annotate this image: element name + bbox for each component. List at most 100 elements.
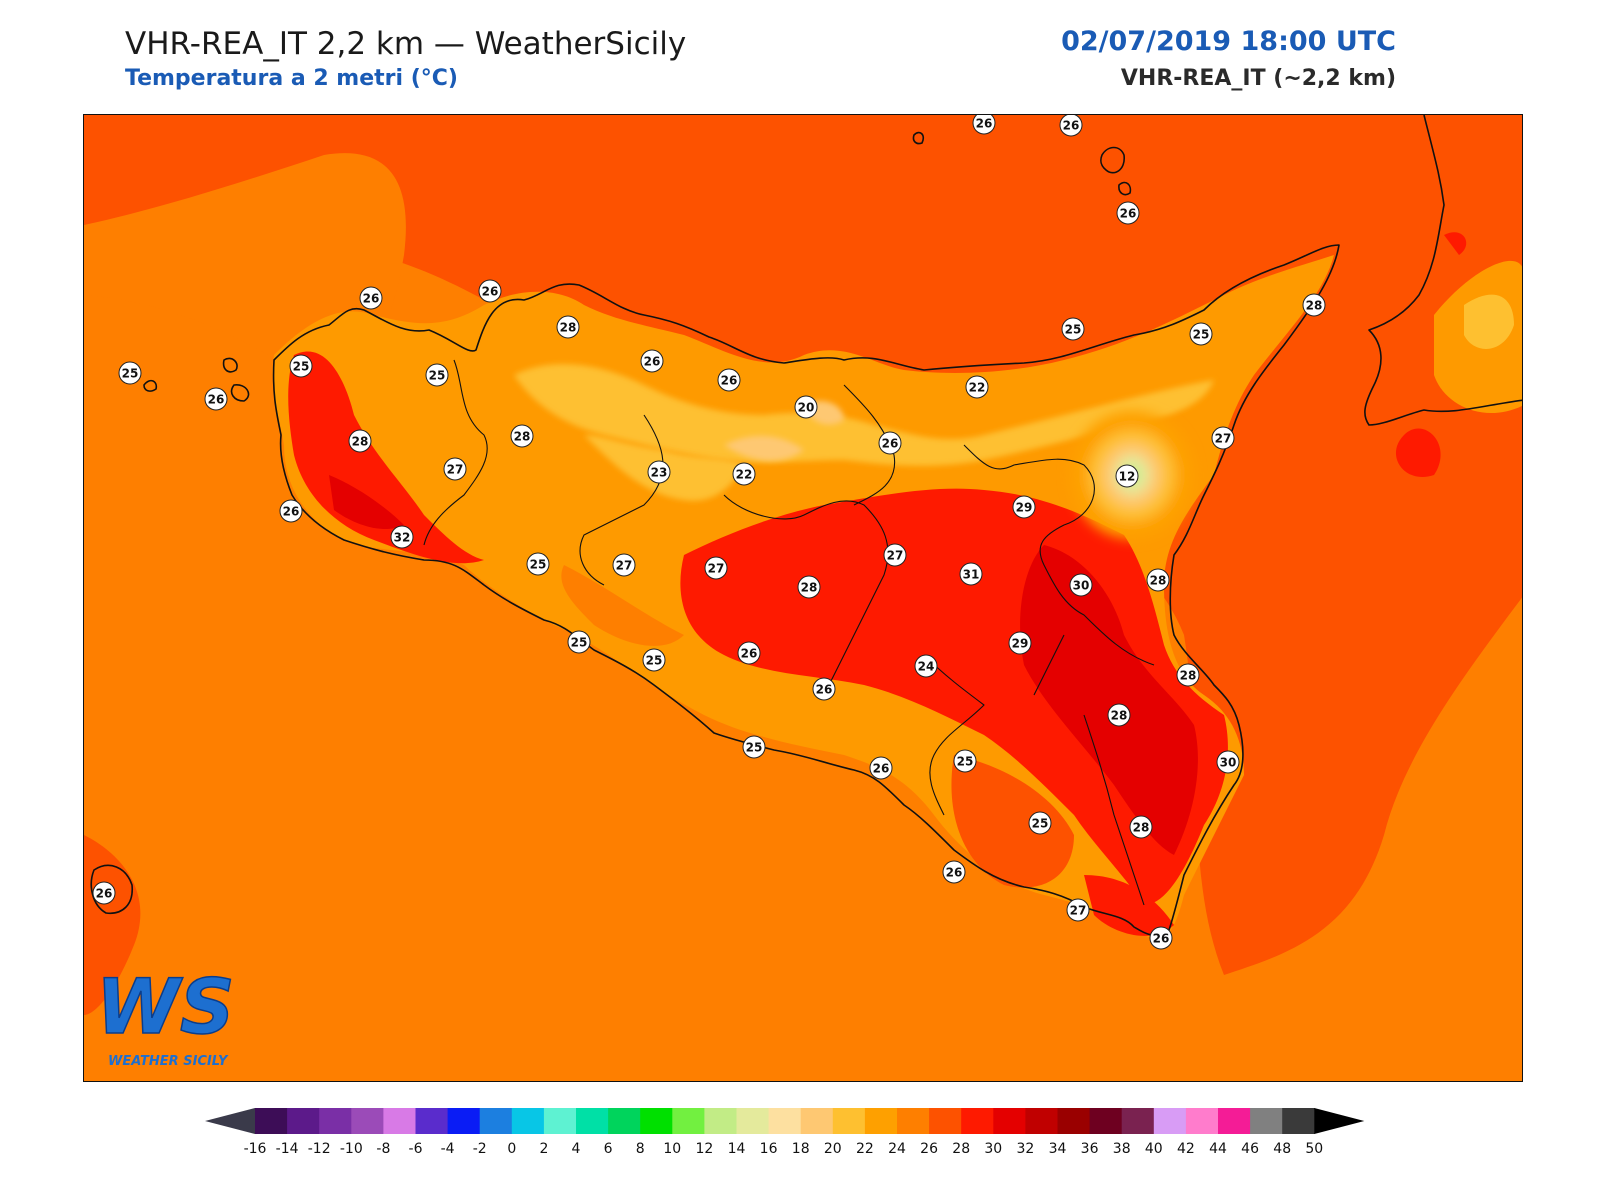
- station-marker: 26: [204, 387, 228, 411]
- logo-name: WEATHER SICILY: [108, 1054, 229, 1069]
- station-temperature-label: 26: [283, 505, 300, 519]
- station-marker-circle: [279, 499, 303, 523]
- station-marker-circle: [1061, 317, 1085, 341]
- station-marker-circle: [1066, 898, 1090, 922]
- station-temperature-label: 27: [1215, 432, 1232, 446]
- colorbar-tick-label: 20: [824, 1141, 842, 1157]
- station-temperature-label: 27: [708, 562, 725, 576]
- colorbar-tick-label: 28: [952, 1141, 970, 1157]
- land-hottest-west: [329, 475, 404, 530]
- station-marker: 28: [510, 424, 534, 448]
- station-marker-circle: [1012, 495, 1036, 519]
- station-marker-circle: [556, 315, 580, 339]
- station-temperature-label: 28: [801, 581, 818, 595]
- station-temperature-label: 26: [1120, 207, 1137, 221]
- station-marker: 25: [742, 735, 766, 759]
- colorbar-tick-label: -2: [473, 1141, 487, 1157]
- station-temperature-label: 25: [429, 369, 446, 383]
- station-temperature-label: 26: [976, 117, 993, 131]
- station-marker: 20: [794, 395, 818, 419]
- station-marker-circle: [812, 677, 836, 701]
- station-temperature-label: 12: [1119, 470, 1136, 484]
- station-marker: 26: [942, 860, 966, 884]
- station-temperature-label: 26: [1063, 119, 1080, 133]
- station-marker: 25: [642, 648, 666, 672]
- colorbar-tick-label: 14: [728, 1141, 746, 1157]
- station-temperature-label: 22: [969, 381, 986, 395]
- colorbar-tick-label: 48: [1273, 1141, 1291, 1157]
- station-marker: 31: [959, 562, 983, 586]
- station-marker-circle: [742, 735, 766, 759]
- station-temperature-label: 28: [560, 321, 577, 335]
- colorbar-cell: [1250, 1108, 1283, 1134]
- station-temperature-label: 20: [798, 401, 815, 415]
- station-marker: 26: [1149, 926, 1173, 950]
- station-marker: 32: [390, 525, 414, 549]
- station-marker-circle: [732, 462, 756, 486]
- calabria-region: [1344, 115, 1522, 477]
- colorbar-cell: [543, 1108, 577, 1134]
- station-temperature-label: 25: [293, 360, 310, 374]
- map-datetime: 02/07/2019 18:00 UTC: [1061, 26, 1396, 57]
- sea-hot-sw: [84, 835, 141, 1015]
- station-marker-circle: [1028, 811, 1052, 835]
- station-marker: 26: [717, 368, 741, 392]
- station-temperature-label: 31: [963, 568, 980, 582]
- land-cool-north-nebrodi: [514, 364, 1214, 466]
- station-temperature-label: 26: [208, 393, 225, 407]
- colorbar-cell: [608, 1108, 641, 1134]
- colorbar-cell: [897, 1108, 930, 1134]
- station-temperature-label: 25: [957, 755, 974, 769]
- station-temperature-label: 28: [1180, 669, 1197, 683]
- station-marker: 25: [526, 552, 550, 576]
- station-marker-circle: [1115, 464, 1139, 488]
- egadi-islands: [143, 357, 250, 402]
- station-temperature-label: 28: [1150, 574, 1167, 588]
- station-marker: 26: [279, 499, 303, 523]
- station-marker: 26: [812, 677, 836, 701]
- station-marker: 25: [1028, 811, 1052, 835]
- station-marker-circle: [1059, 115, 1083, 137]
- station-temperature-label: 26: [873, 762, 890, 776]
- station-marker: 25: [118, 361, 142, 385]
- station-marker: 28: [556, 315, 580, 339]
- station-marker-circle: [647, 460, 671, 484]
- station-marker: 28: [1302, 293, 1326, 317]
- station-marker-circle: [869, 756, 893, 780]
- colorbar-cell: [704, 1108, 738, 1134]
- colorbar-cell: [287, 1108, 320, 1134]
- colorbar-cell: [1282, 1108, 1315, 1134]
- colorbar-tick-label: -16: [244, 1141, 267, 1157]
- station-marker-circle: [1302, 293, 1326, 317]
- colorbar-tick-label: 36: [1081, 1141, 1099, 1157]
- colorbar-cell: [1057, 1108, 1091, 1134]
- station-marker: 27: [883, 543, 907, 567]
- station-marker-circle: [965, 375, 989, 399]
- station-temperature-label: 28: [1133, 821, 1150, 835]
- station-marker: 22: [732, 462, 756, 486]
- colorbar-tick-label: 46: [1241, 1141, 1259, 1157]
- station-marker: 26: [640, 349, 664, 373]
- station-marker-circle: [717, 368, 741, 392]
- station-temperature-label: 26: [816, 683, 833, 697]
- temperature-colorbar: -16 -14 -12 -10 -8 -6 -4 -2 0 2 4 6 8 10 12 14 16 18 20 22 2…: [205, 1108, 1365, 1157]
- station-temperature-label: 25: [571, 636, 588, 650]
- station-marker: 29: [1012, 495, 1036, 519]
- station-temperature-label: 26: [882, 437, 899, 451]
- colorbar-cell: [447, 1108, 481, 1134]
- station-temperature-label: 28: [1306, 299, 1323, 313]
- temperature-map: WS WEATHER SICILY 26 26 26 26 26 28 25 26 25 25 28…: [83, 114, 1523, 1082]
- colorbar-cell: [640, 1108, 673, 1134]
- station-temperature-label: 26: [1153, 932, 1170, 946]
- station-marker: 26: [478, 279, 502, 303]
- colorbar-tick-label: 18: [792, 1141, 810, 1157]
- station-temperature-label: 25: [1032, 817, 1049, 831]
- station-temperature-label: 27: [887, 549, 904, 563]
- colorbar-tick-label: 50: [1305, 1141, 1323, 1157]
- station-temperature-label: 25: [1193, 328, 1210, 342]
- colorbar-tick-label: -4: [441, 1141, 455, 1157]
- provincial-borders: [423, 359, 1155, 906]
- station-marker-circle: [959, 562, 983, 586]
- station-marker-circle: [289, 354, 313, 378]
- station-marker-circle: [737, 641, 761, 665]
